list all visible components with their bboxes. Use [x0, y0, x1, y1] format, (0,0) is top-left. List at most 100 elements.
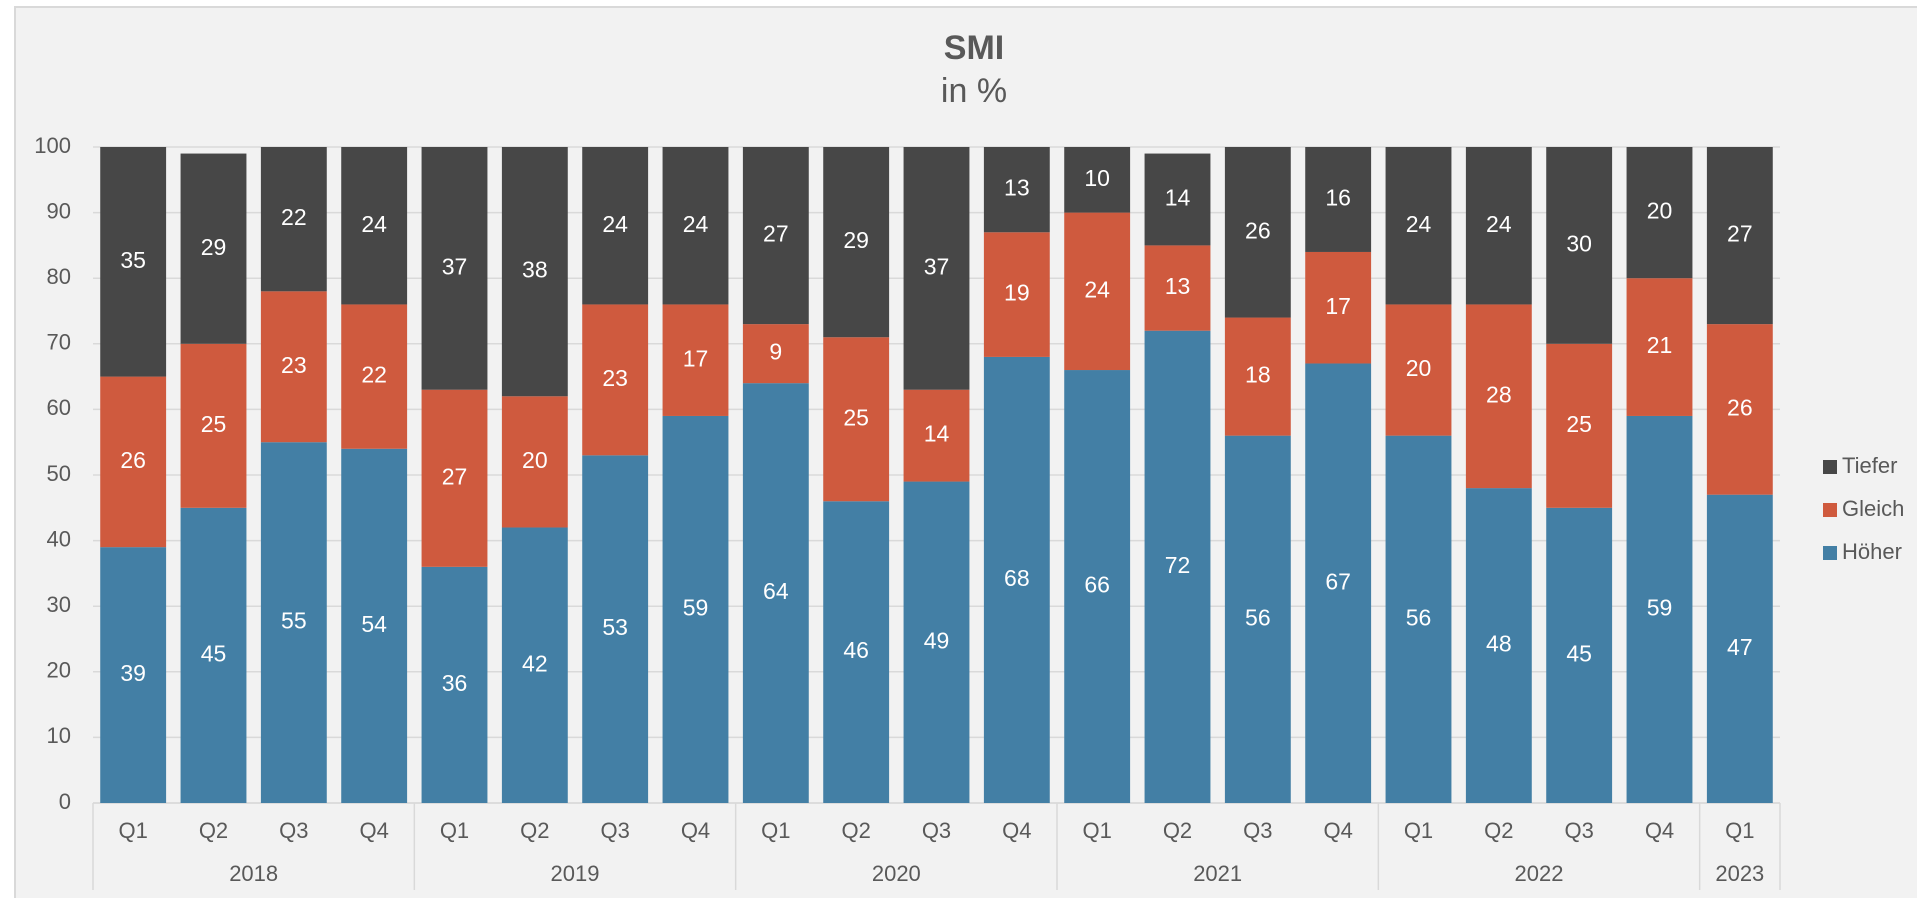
x-tick-label: Q3 [922, 818, 951, 843]
data-label: 20 [1647, 198, 1673, 224]
y-tick-label: 70 [47, 330, 71, 355]
x-tick-label: Q2 [199, 818, 228, 843]
bar-segment [1465, 147, 1532, 305]
x-tick-label: Q4 [359, 818, 388, 843]
bar-segment [501, 527, 568, 803]
x-tick-label: Q1 [761, 818, 790, 843]
data-label: 14 [1165, 185, 1191, 211]
legend-label: Tiefer [1842, 453, 1897, 478]
bar-segment [341, 147, 408, 305]
data-label: 23 [602, 365, 628, 391]
bar-segment [1546, 343, 1613, 508]
data-label: 38 [522, 257, 548, 283]
bar-segment [1626, 278, 1693, 416]
data-label: 20 [522, 447, 548, 473]
bar-segment [1546, 507, 1613, 803]
bar-segment [1706, 494, 1773, 803]
bar-segment [421, 389, 488, 567]
y-tick-label: 40 [47, 526, 71, 551]
data-label: 17 [1325, 293, 1351, 319]
bar-segment [742, 324, 809, 384]
bar-segment [1064, 370, 1131, 803]
bar-segment [1385, 147, 1452, 305]
bar-segment [662, 147, 729, 305]
bar-segment [180, 343, 247, 508]
data-label: 36 [442, 670, 468, 696]
bar-segment [1385, 304, 1452, 436]
bar-segment [260, 442, 327, 803]
bar-segment [582, 147, 649, 305]
y-tick-label: 100 [34, 133, 71, 158]
bar-segment [823, 501, 890, 803]
y-tick-label: 80 [47, 264, 71, 289]
data-label: 27 [763, 221, 789, 247]
bar-segment [1224, 317, 1291, 436]
x-tick-label: Q3 [600, 818, 629, 843]
legend-swatch [1823, 546, 1837, 560]
data-label: 45 [201, 640, 227, 666]
chart-title: SMI [944, 29, 1004, 67]
bar-segment [662, 415, 729, 803]
data-label: 45 [1566, 640, 1592, 666]
bar-segment [341, 304, 408, 449]
bar-segment [1465, 488, 1532, 803]
data-label: 13 [1004, 175, 1030, 201]
data-label: 54 [361, 611, 387, 637]
bar-segment [501, 147, 568, 397]
data-label: 18 [1245, 362, 1271, 388]
data-label: 47 [1727, 634, 1753, 660]
data-label: 56 [1245, 604, 1271, 630]
x-group-label: 2023 [1715, 861, 1764, 886]
data-label: 29 [201, 234, 227, 260]
bar-segment [1546, 147, 1613, 344]
data-label: 25 [201, 411, 227, 437]
data-label: 39 [120, 660, 146, 686]
x-tick-label: Q2 [1163, 818, 1192, 843]
data-label: 67 [1325, 568, 1351, 594]
legend-label: Höher [1842, 539, 1902, 564]
bar-segment [823, 337, 890, 502]
data-label: 24 [602, 211, 628, 237]
data-label: 14 [924, 421, 950, 447]
x-group-label: 2021 [1193, 861, 1242, 886]
data-label: 17 [683, 345, 709, 371]
x-tick-label: Q4 [1002, 818, 1031, 843]
bar-segment [100, 547, 167, 803]
data-label: 56 [1406, 604, 1432, 630]
bars [100, 147, 1773, 803]
y-tick-label: 60 [47, 395, 71, 420]
data-label: 26 [1727, 394, 1753, 420]
x-tick-label: Q1 [1725, 818, 1754, 843]
bar-segment [180, 153, 247, 344]
x-tick-label: Q2 [1484, 818, 1513, 843]
x-tick-label: Q2 [841, 818, 870, 843]
labels: 0 10 20 30 40 50 60 70 80 90 100 39 26 35 45 25 29 55 23 22… [34, 133, 1904, 886]
data-label: 26 [1245, 217, 1271, 243]
bar-segment [341, 448, 408, 803]
data-label: 9 [769, 339, 782, 365]
legend-swatch [1823, 460, 1837, 474]
bar-segment [1385, 435, 1452, 803]
bar-segment [903, 389, 970, 482]
x-tick-label: Q3 [1564, 818, 1593, 843]
bar-segment [1465, 304, 1532, 489]
bar-segment [582, 304, 649, 456]
bar-segment [1305, 147, 1372, 252]
data-label: 68 [1004, 565, 1030, 591]
y-tick-label: 10 [47, 723, 71, 748]
data-label: 27 [442, 463, 468, 489]
bar-segment [1144, 245, 1211, 331]
data-label: 22 [281, 204, 307, 230]
data-label: 13 [1165, 273, 1191, 299]
x-tick-label: Q1 [440, 818, 469, 843]
bar-segment [421, 147, 488, 390]
data-label: 22 [361, 362, 387, 388]
data-label: 35 [120, 247, 146, 273]
data-label: 46 [843, 637, 869, 663]
data-label: 21 [1647, 332, 1673, 358]
chart-subtitle: in % [941, 72, 1007, 110]
bar-segment [823, 147, 890, 338]
x-tick-label: Q4 [681, 818, 710, 843]
data-label: 55 [281, 608, 307, 634]
data-label: 26 [120, 447, 146, 473]
